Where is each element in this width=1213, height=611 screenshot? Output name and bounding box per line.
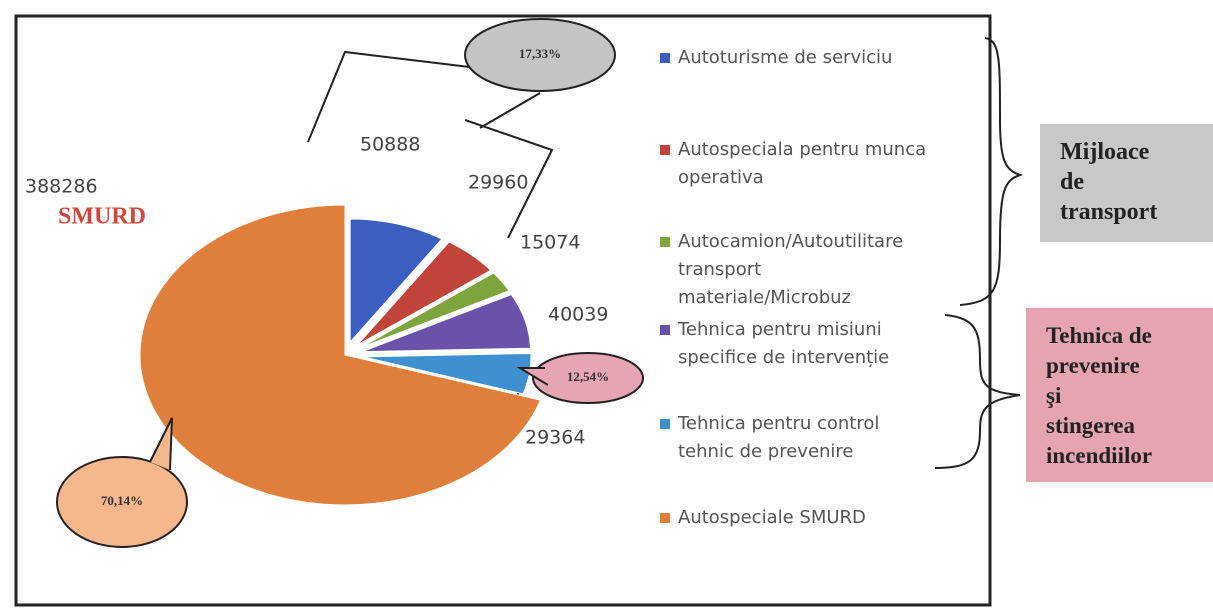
label: Tehnica pentru misiuni specifice de inter… <box>677 319 889 368</box>
slice <box>139 204 542 506</box>
bracket <box>479 92 541 129</box>
bracket <box>307 50 479 143</box>
value-label: 388286 <box>25 176 98 198</box>
label: Tehnica pentru control tehnic de prevenir… <box>677 413 879 462</box>
label: Mijloace de transport <box>1060 139 1157 225</box>
label: Tehnica de prevenire şi stingerea incendiilo… <box>1046 323 1152 468</box>
label: Autospeciale SMURD <box>678 507 866 528</box>
legend-swatch <box>660 237 670 247</box>
pie <box>139 204 542 506</box>
chart-frame <box>14 14 992 607</box>
label: Autospeciala pentru munca operativa <box>678 139 926 188</box>
group-box <box>1026 308 1213 482</box>
value-label: 40039 <box>548 304 608 326</box>
label: Autocamion/Autoutilitare transport materia… <box>678 231 903 308</box>
bracket <box>464 119 554 239</box>
brace <box>959 37 1024 306</box>
legend-swatch <box>660 145 670 155</box>
value-label: 15074 <box>520 232 580 254</box>
legend-swatch <box>660 513 670 523</box>
slice <box>356 241 492 346</box>
legend-swatch <box>660 419 670 429</box>
group-box <box>1040 124 1213 242</box>
value-label: 50888 <box>360 134 420 156</box>
value-label: 29960 <box>468 172 528 194</box>
callout-pointer <box>516 367 549 386</box>
callout <box>56 456 188 548</box>
label: Autoturisme de serviciu <box>678 47 892 68</box>
callout-label: 17,33% <box>519 46 561 61</box>
legend-swatch <box>660 325 670 335</box>
annotation: SMURD <box>58 204 146 230</box>
callout <box>464 18 616 92</box>
callout <box>532 352 644 404</box>
callout-label: 70,14% <box>101 493 143 508</box>
legend-swatch <box>660 53 670 63</box>
brace <box>934 314 1021 469</box>
value-label: 29364 <box>525 427 585 449</box>
slice <box>362 293 531 353</box>
slice <box>359 272 510 349</box>
callout-label: 12,54% <box>567 369 609 384</box>
slice <box>349 218 443 344</box>
callout-pointer <box>149 417 173 471</box>
